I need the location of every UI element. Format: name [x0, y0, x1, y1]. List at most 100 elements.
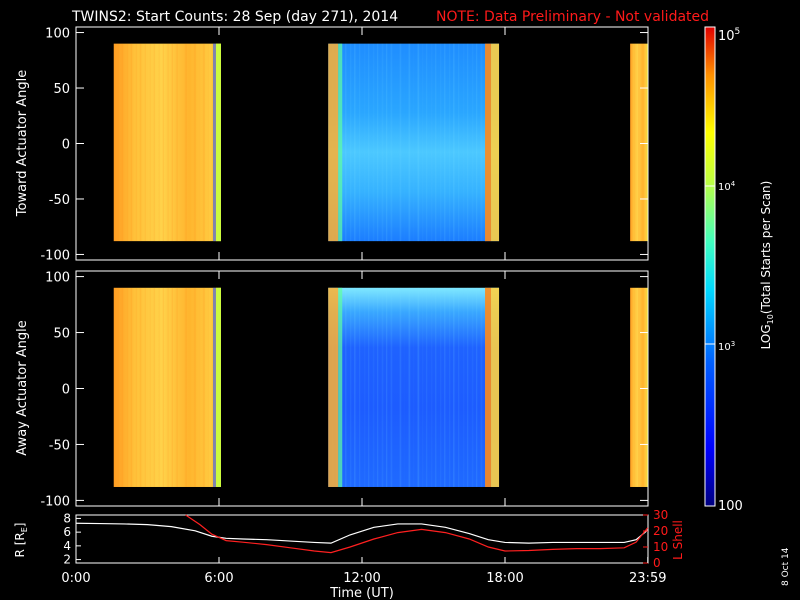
orbit-ytick-left-label: 2: [63, 553, 71, 567]
toward-segment-2-stripe: [409, 43, 411, 242]
toward-segment-2-stripe: [426, 43, 428, 242]
toward-segment-1-stripe: [149, 43, 151, 242]
away-segment-1-stripe: [126, 287, 128, 487]
away-segment-1-stripe: [139, 287, 141, 487]
chart-title: TWINS2: Start Counts: 28 Sep (day 271), …: [71, 9, 398, 25]
toward-segment-2-stripe: [404, 44, 405, 241]
orbit-ytick-right-label: 10: [653, 540, 668, 554]
toward-segment-2-stripe: [463, 43, 465, 242]
orbit-ytick-left-label: 4: [63, 539, 71, 553]
toward-segment-2-stripe: [476, 43, 478, 242]
toward-segment-2-stripe: [472, 43, 474, 242]
away-segment-1-dropout: [212, 287, 216, 487]
toward-segment-2-stripe: [368, 43, 370, 242]
away-segment-2-stripe: [409, 287, 411, 487]
orbit-right-label: L Shell: [671, 520, 685, 560]
away-segment-1-stripe: [199, 288, 200, 487]
away-segment-1-stripe: [144, 287, 146, 487]
x-axis-label: Time (UT): [329, 586, 394, 600]
toward-segment-1-stripe: [194, 43, 196, 242]
toward-segment-1-stripe: [144, 43, 146, 242]
away-ytick-label: 0: [62, 383, 70, 398]
toward-segment-2-leading-edge: [328, 43, 339, 242]
toward-segment-1-stripe: [158, 43, 160, 242]
away-segment-2: [328, 287, 500, 487]
toward-segment-2-stripe: [382, 43, 384, 242]
colorbar: [704, 26, 716, 507]
toward-segment-1-stripe: [167, 44, 168, 241]
away-segment-2-trailing-edge: [485, 287, 492, 487]
away-heatmap: [113, 287, 648, 487]
x-tick-label: 6:00: [204, 571, 233, 586]
away-segment-2-stripe: [463, 287, 465, 487]
away-segment-2-stripe: [359, 287, 361, 487]
away-segment-2-stripe: [417, 287, 419, 487]
toward-segment-1-stripe: [140, 43, 142, 242]
orbit-left-label: R [RE]: [13, 523, 29, 558]
away-segment-2-stripe: [445, 288, 446, 487]
toward-segment-2-stripe: [458, 43, 460, 242]
away-segment-2-stripe: [422, 287, 424, 487]
toward-segment-1-dropout: [212, 43, 216, 242]
x-tick-label: 18:00: [486, 571, 523, 586]
away-segment-2-edge-band: [338, 287, 343, 487]
toward-segment-2-stripe: [418, 43, 420, 242]
away-segment-2-stripe: [453, 287, 455, 487]
away-segment-1-stripe: [123, 288, 124, 487]
toward-segment-2-stripe: [346, 44, 347, 241]
away-segment-2-stripe: [368, 287, 370, 487]
toward-segment-2-stripe: [399, 43, 401, 242]
away-segment-2-stripe: [391, 287, 393, 487]
toward-segment-3-stripe: [643, 43, 645, 242]
away-segment-1-stripe: [176, 287, 178, 487]
away-segment-2-stripe: [436, 288, 437, 487]
away-segment-2-leading-edge: [328, 287, 339, 487]
toward-segment-1-stripe: [176, 43, 178, 242]
orbit-ytick-right-label: 0: [653, 556, 661, 570]
away-ytick-label: -100: [40, 494, 70, 509]
away-segment-1-stripe: [149, 287, 151, 487]
away-segment-2-stripe: [480, 288, 481, 487]
away-segment-3-stripe: [634, 287, 636, 487]
away-segment-1-stripe: [130, 287, 132, 487]
away-segment-2-stripe: [377, 287, 379, 487]
toward-segment-2-stripe: [471, 44, 472, 241]
toward-segment-1-stripe: [185, 43, 187, 242]
toward-segment-1-stripe: [153, 43, 155, 242]
away-segment-3-stripe: [638, 287, 640, 487]
toward-segment-1-stripe: [117, 43, 119, 242]
toward-segment-2-edge-band: [338, 43, 343, 242]
toward-segment-2-stripe: [354, 43, 356, 242]
colorbar-top-label: 105: [718, 27, 740, 44]
toward-segment-1-edge: [215, 43, 221, 242]
away-segment-3-stripe: [639, 288, 640, 487]
away-segment-1-stripe: [167, 288, 168, 487]
toward-y-label: Toward Actuator Angle: [15, 70, 30, 217]
away-segment-2-stripe: [346, 288, 347, 487]
away-ytick-label: 100: [45, 271, 70, 286]
toward-segment-1-stripe: [175, 43, 177, 242]
away-segment-1-stripe: [190, 288, 191, 487]
toward-segment-3-stripe: [639, 44, 640, 241]
away-segment-1-stripe: [162, 287, 164, 487]
toward-segment-2-stripe: [390, 43, 392, 242]
away-segment-1-stripe: [117, 287, 119, 487]
x-tick-label: 23:59: [629, 571, 666, 586]
away-segment-2-stripe: [372, 288, 373, 487]
toward-segment-2-stripe: [422, 43, 424, 242]
away-segment-2-stripe: [458, 287, 460, 487]
toward-segment-2-stripe: [359, 43, 361, 242]
toward-ytick-label: -50: [49, 193, 70, 208]
toward-segment-1-stripe: [162, 43, 164, 242]
away-segment-2-stripe: [471, 288, 472, 487]
away-segment-1-stripe: [140, 287, 142, 487]
toward-segment-2-stripe: [377, 43, 379, 242]
toward-segment-2-stripe: [373, 43, 375, 242]
toward-segment-1-stripe: [167, 43, 169, 242]
away-segment-2-stripe: [408, 287, 410, 487]
orbit-line-plot: [75, 514, 649, 554]
toward-segment-1-stripe: [184, 43, 186, 242]
away-segment-1-stripe: [167, 287, 169, 487]
toward-segment-1-stripe: [139, 43, 141, 242]
